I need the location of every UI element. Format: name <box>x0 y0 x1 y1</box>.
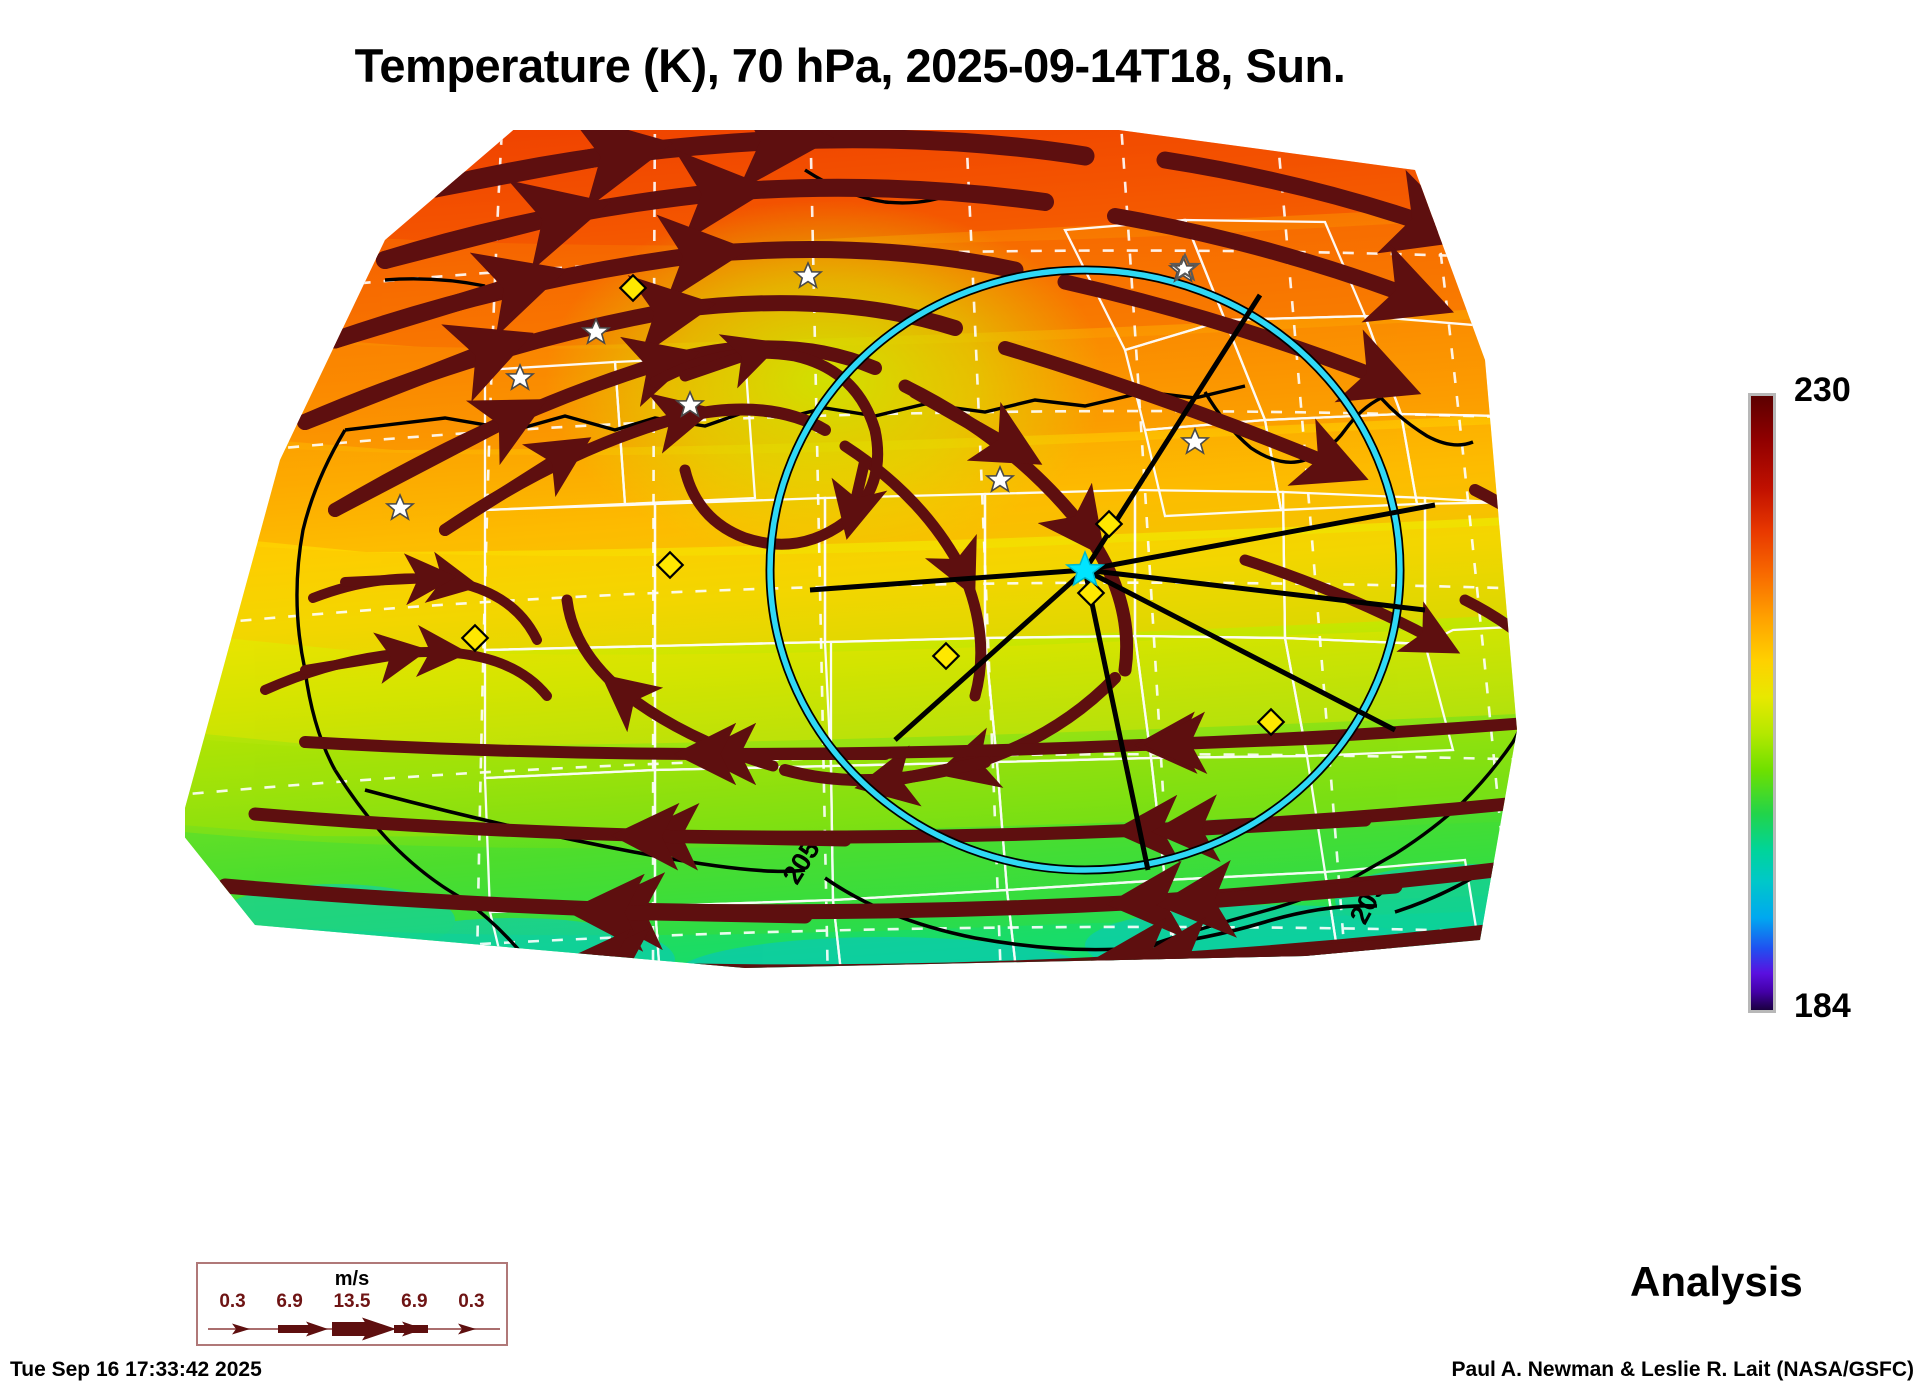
page-title: Temperature (K), 70 hPa, 2025-09-14T18, … <box>354 39 1346 92</box>
analysis-label: Analysis <box>1630 1258 1803 1305</box>
colorbar: 230 184 <box>1748 371 1918 1025</box>
wind-legend-value-3: 6.9 <box>401 1291 428 1312</box>
coastlines <box>295 168 1517 968</box>
range-ring <box>765 265 1405 875</box>
credits-label: Paul A. Newman & Leslie R. Lait (NASA/GS… <box>1451 1358 1914 1381</box>
yellow-diamond-marker <box>460 273 1286 737</box>
colorbar-gradient <box>1748 393 1776 1013</box>
wind-legend-arrow-scale <box>208 1317 500 1341</box>
wind-legend-value-2: 13.5 <box>333 1291 371 1312</box>
white-star-marker-outline <box>1169 252 1201 282</box>
white-star-marker <box>384 254 1211 521</box>
map-panel: 205 205 <box>185 130 1745 1250</box>
temperature-map: 205 205 <box>185 130 1517 968</box>
wind-speed-legend: m/s 0.3 6.9 13.5 6.9 0.3 <box>196 1262 508 1346</box>
wind-legend-value-4: 0.3 <box>458 1291 485 1312</box>
colorbar-min-label: 184 <box>1794 987 1851 1025</box>
wind-legend-value-0: 0.3 <box>219 1291 246 1312</box>
cyan-star-marker <box>1064 549 1106 587</box>
generation-timestamp: Tue Sep 16 17:33:42 2025 <box>10 1358 262 1381</box>
station-markers <box>384 252 1286 737</box>
wind-legend-value-1: 6.9 <box>276 1291 303 1312</box>
colorbar-max-label: 230 <box>1794 371 1851 409</box>
wind-legend-values: 0.3 6.9 13.5 6.9 0.3 <box>198 1291 506 1313</box>
wind-legend-units-label: m/s <box>334 1268 370 1290</box>
map-field-group: 205 205 <box>185 130 1517 968</box>
